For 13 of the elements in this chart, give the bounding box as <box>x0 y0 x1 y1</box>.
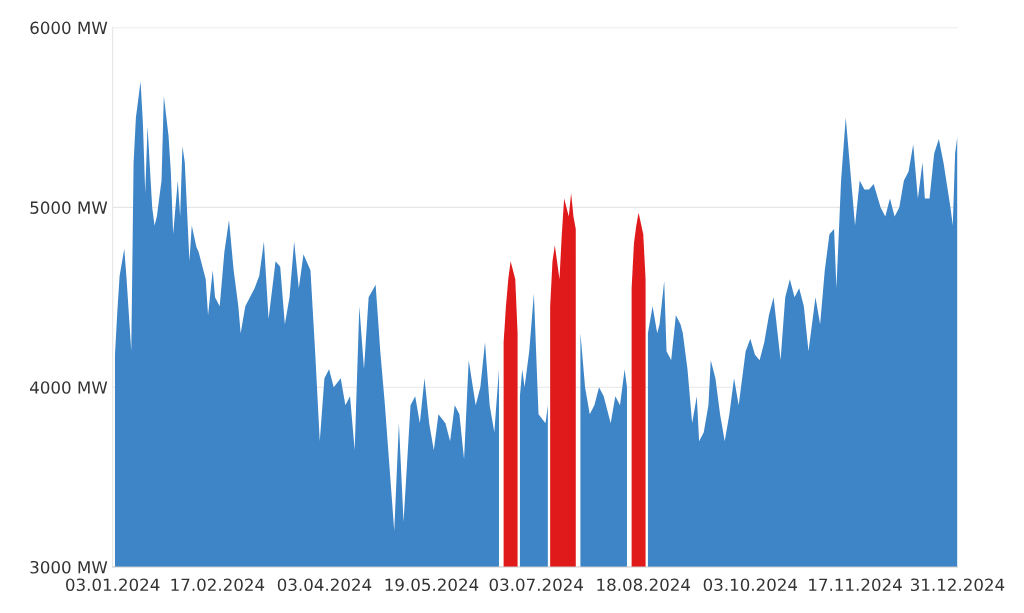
y-tick-label: 5000 MW <box>30 201 108 214</box>
x-tick-label: 18.08.2024 <box>597 578 691 592</box>
x-tick-label: 03.10.2024 <box>703 578 798 592</box>
x-tick-label: 17.11.2024 <box>809 578 902 592</box>
x-tick-label: 03.04.2024 <box>277 578 372 592</box>
y-tick-label: 6000 MW <box>30 21 108 35</box>
x-tick-label: 03.07.2024 <box>489 578 583 592</box>
y-tick-label: 4000 MW <box>30 381 108 394</box>
x-tick-label: 17.02.2024 <box>171 578 265 592</box>
y-tick-label: 3000 MW <box>30 560 108 574</box>
x-tick-label: 19.05.2024 <box>385 578 479 592</box>
x-tick-label: 03.01.2024 <box>66 578 160 592</box>
x-tick-label: 31.12.2024 <box>911 578 1005 592</box>
